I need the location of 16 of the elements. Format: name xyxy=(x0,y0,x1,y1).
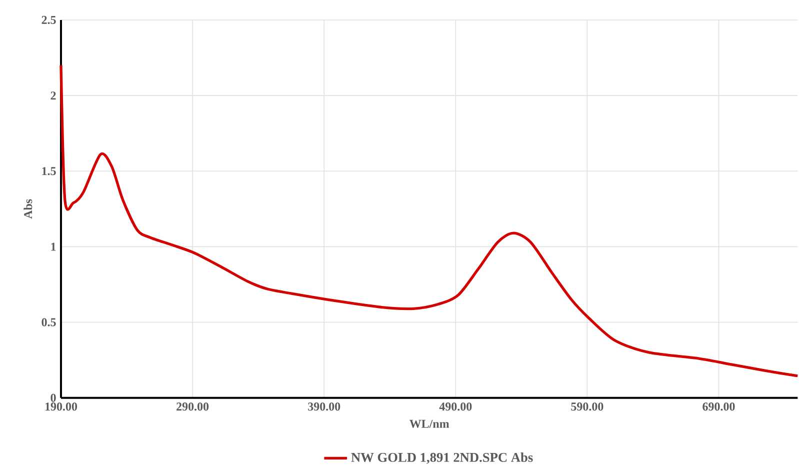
y-axis-title: Abs xyxy=(24,199,32,219)
x-axis-title: WL/nm xyxy=(409,420,450,428)
line-series xyxy=(60,64,799,378)
x-tick-label: 390.00 xyxy=(308,402,340,411)
legend-label: NW GOLD 1,891 2ND.SPC Abs xyxy=(351,452,533,464)
y-tick-label: 2.5 xyxy=(42,16,56,24)
y-tick-label: 2 xyxy=(50,92,56,100)
y-tick-label: 1.5 xyxy=(42,167,56,176)
x-tick-label: 190.00 xyxy=(45,402,78,411)
x-tick-label: 590.00 xyxy=(571,402,604,411)
x-tick-label: 490.00 xyxy=(439,402,472,411)
x-tick-label: 690.00 xyxy=(702,402,735,411)
y-tick-label: 1 xyxy=(51,242,56,251)
x-tick-label: 290.00 xyxy=(176,402,209,411)
y-tick-label: 0.5 xyxy=(42,318,56,326)
y-tick-label: 0 xyxy=(50,394,56,402)
